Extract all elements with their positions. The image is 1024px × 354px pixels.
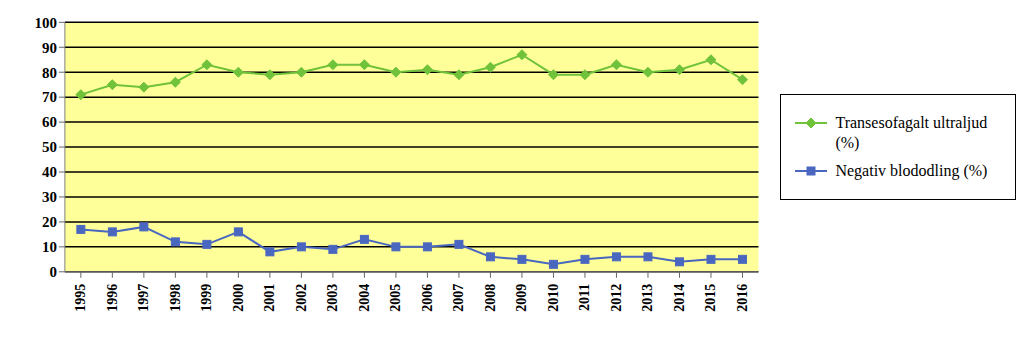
svg-text:2003: 2003 — [325, 284, 340, 312]
svg-text:2009: 2009 — [514, 284, 529, 312]
svg-text:1997: 1997 — [136, 284, 151, 312]
svg-text:2014: 2014 — [672, 284, 687, 312]
svg-text:2004: 2004 — [357, 284, 372, 312]
svg-text:2013: 2013 — [640, 284, 655, 312]
svg-text:10: 10 — [42, 239, 57, 255]
svg-text:2001: 2001 — [262, 284, 277, 312]
svg-text:2005: 2005 — [388, 284, 403, 312]
svg-text:2016: 2016 — [735, 284, 750, 312]
svg-text:2002: 2002 — [294, 284, 309, 312]
svg-text:50: 50 — [42, 139, 57, 155]
svg-text:2015: 2015 — [703, 284, 718, 312]
svg-text:40: 40 — [42, 164, 57, 180]
svg-text:90: 90 — [42, 40, 57, 56]
svg-text:100: 100 — [34, 15, 56, 31]
svg-text:2007: 2007 — [451, 284, 466, 312]
svg-text:20: 20 — [42, 214, 57, 230]
svg-text:70: 70 — [42, 89, 57, 105]
svg-text:2006: 2006 — [420, 284, 435, 312]
svg-text:1998: 1998 — [168, 284, 183, 312]
svg-text:30: 30 — [42, 189, 57, 205]
svg-text:2012: 2012 — [609, 284, 624, 312]
svg-text:1999: 1999 — [199, 284, 214, 312]
svg-text:80: 80 — [42, 65, 57, 81]
svg-text:1995: 1995 — [73, 284, 88, 312]
svg-text:2011: 2011 — [577, 284, 592, 311]
svg-text:60: 60 — [42, 114, 57, 130]
html-text:Transesofagalt ultraljud (%): Transesofagalt ultraljud (%) — [835, 114, 988, 151]
svg-text:2000: 2000 — [231, 284, 246, 312]
svg-text:0: 0 — [49, 264, 56, 280]
svg-text:1996: 1996 — [105, 284, 120, 312]
svg-text:2008: 2008 — [483, 284, 498, 312]
html-text:Negativ blododling (%): Negativ blododling (%) — [835, 162, 988, 179]
svg-text:2010: 2010 — [546, 284, 561, 312]
